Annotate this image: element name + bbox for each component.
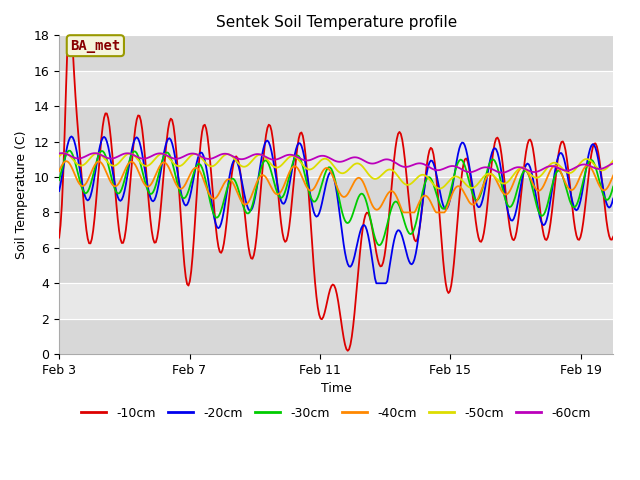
- -50cm: [556, 163, 564, 169]
- -50cm: [436, 186, 444, 192]
- -40cm: [447, 193, 455, 199]
- Bar: [59, 106, 613, 142]
- -10cm: [609, 234, 617, 240]
- Bar: [59, 142, 613, 177]
- -30cm: [223, 188, 230, 193]
- -40cm: [62, 158, 70, 164]
- -30cm: [65, 148, 72, 154]
- Bar: [59, 177, 613, 213]
- -10cm: [242, 220, 250, 226]
- -30cm: [242, 209, 250, 215]
- -40cm: [556, 168, 564, 174]
- -50cm: [447, 176, 455, 181]
- Line: -20cm: -20cm: [59, 136, 613, 283]
- Line: -10cm: -10cm: [59, 36, 613, 351]
- -10cm: [464, 158, 472, 164]
- -40cm: [609, 173, 617, 179]
- Line: -50cm: -50cm: [59, 153, 613, 189]
- -50cm: [242, 164, 250, 169]
- -20cm: [55, 188, 63, 194]
- -60cm: [242, 156, 250, 161]
- -20cm: [609, 196, 617, 202]
- -40cm: [364, 192, 372, 198]
- -10cm: [65, 33, 72, 38]
- -60cm: [446, 164, 454, 169]
- -60cm: [55, 151, 63, 156]
- -20cm: [447, 191, 455, 197]
- -20cm: [223, 192, 230, 197]
- -30cm: [609, 184, 617, 190]
- -50cm: [364, 171, 372, 177]
- -10cm: [223, 220, 230, 226]
- -30cm: [556, 168, 564, 174]
- Title: Sentek Soil Temperature profile: Sentek Soil Temperature profile: [216, 15, 457, 30]
- -20cm: [364, 233, 372, 239]
- -20cm: [68, 133, 76, 139]
- -40cm: [223, 177, 230, 183]
- -50cm: [464, 183, 472, 189]
- -40cm: [55, 168, 63, 174]
- -20cm: [464, 153, 472, 159]
- -10cm: [365, 214, 373, 219]
- Bar: [59, 213, 613, 248]
- -40cm: [464, 196, 472, 202]
- -20cm: [242, 197, 250, 203]
- -60cm: [498, 170, 506, 176]
- -40cm: [242, 202, 250, 207]
- -30cm: [55, 177, 63, 183]
- -50cm: [61, 150, 68, 156]
- -30cm: [447, 186, 455, 192]
- -30cm: [375, 242, 383, 248]
- Bar: [59, 283, 613, 319]
- Bar: [59, 319, 613, 354]
- Legend: -10cm, -20cm, -30cm, -40cm, -50cm, -60cm: -10cm, -20cm, -30cm, -40cm, -50cm, -60cm: [76, 402, 596, 425]
- -10cm: [344, 348, 351, 354]
- -40cm: [400, 210, 408, 216]
- -10cm: [556, 143, 564, 149]
- -60cm: [556, 166, 564, 172]
- -60cm: [462, 168, 470, 174]
- Line: -30cm: -30cm: [59, 151, 613, 245]
- -60cm: [609, 160, 617, 166]
- Line: -40cm: -40cm: [59, 161, 613, 213]
- -10cm: [55, 235, 63, 240]
- Text: BA_met: BA_met: [70, 39, 120, 53]
- Y-axis label: Soil Temperature (C): Soil Temperature (C): [15, 131, 28, 259]
- X-axis label: Time: Time: [321, 383, 351, 396]
- -20cm: [372, 280, 380, 286]
- -50cm: [609, 158, 617, 164]
- Bar: [59, 36, 613, 71]
- -50cm: [223, 151, 230, 157]
- -30cm: [464, 172, 472, 178]
- -60cm: [223, 151, 230, 157]
- -60cm: [364, 160, 372, 166]
- Line: -60cm: -60cm: [59, 153, 613, 173]
- -20cm: [556, 150, 564, 156]
- Bar: [59, 248, 613, 283]
- -10cm: [447, 283, 455, 288]
- -30cm: [364, 206, 372, 212]
- -60cm: [58, 150, 66, 156]
- Bar: [59, 71, 613, 106]
- -50cm: [55, 154, 63, 159]
